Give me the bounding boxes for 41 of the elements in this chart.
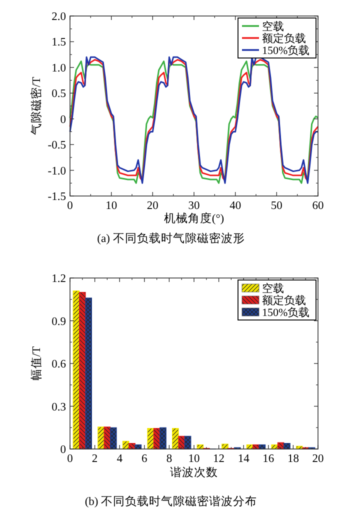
x-tick-label: 20 — [312, 453, 324, 465]
x-tick-label: 2 — [92, 453, 98, 465]
x-tick-label: 12 — [213, 453, 225, 465]
y-tick-label: -1.5 — [48, 191, 66, 203]
legend-label: 空载 — [262, 282, 284, 295]
x-tick-label: 30 — [188, 200, 200, 212]
x-tick-label: 50 — [270, 200, 283, 212]
x-tick-label: 20 — [146, 200, 159, 212]
legend-label: 额定负载 — [262, 294, 306, 307]
x-tick-label: 60 — [312, 200, 324, 212]
legend-label: 空载 — [262, 20, 284, 33]
legend-label: 150%负载 — [262, 306, 310, 319]
x-tick-label: 10 — [106, 200, 118, 212]
y-tick-label: 0 — [60, 114, 66, 126]
text: (b) 不同负载时气隙磁密谐波分布 — [84, 494, 258, 508]
legend-label: 额定负载 — [262, 32, 306, 45]
x-tick-label: 10 — [188, 453, 200, 465]
legend-label: 150%负载 — [262, 44, 310, 57]
y-tick-label: 0.3 — [52, 401, 66, 414]
y-tick-label: 0.9 — [52, 316, 66, 328]
x-axis-title: 谐波次数 — [170, 466, 218, 479]
x-tick-label: 16 — [262, 453, 274, 465]
x-tick-label: 4 — [116, 453, 123, 465]
y-tick-label: 1.0 — [52, 62, 66, 74]
y-tick-label: -0.5 — [48, 140, 66, 152]
x-tick-label: 40 — [230, 200, 242, 212]
x-axis-title: 机械角度(°) — [164, 211, 224, 225]
y-tick-label: 1.2 — [52, 273, 66, 285]
text: (a) 不同负载时气隙磁密波形 — [97, 231, 245, 245]
y-tick-label: 2.0 — [52, 11, 66, 23]
y-tick-label: 1.5 — [52, 36, 66, 49]
x-tick-label: 8 — [166, 453, 172, 465]
y-tick-label: 0.6 — [52, 358, 66, 370]
y-tick-label: 0.5 — [52, 88, 66, 100]
y-tick-label: 0 — [60, 444, 66, 456]
y-axis-title: 幅值/T — [30, 346, 43, 381]
x-tick-label: 6 — [142, 453, 148, 465]
x-tick-label: 14 — [238, 453, 250, 465]
y-tick-label: -1.0 — [48, 165, 66, 178]
y-axis-title: 气隙磁密/T — [29, 76, 43, 136]
x-tick-label: 18 — [287, 453, 300, 465]
